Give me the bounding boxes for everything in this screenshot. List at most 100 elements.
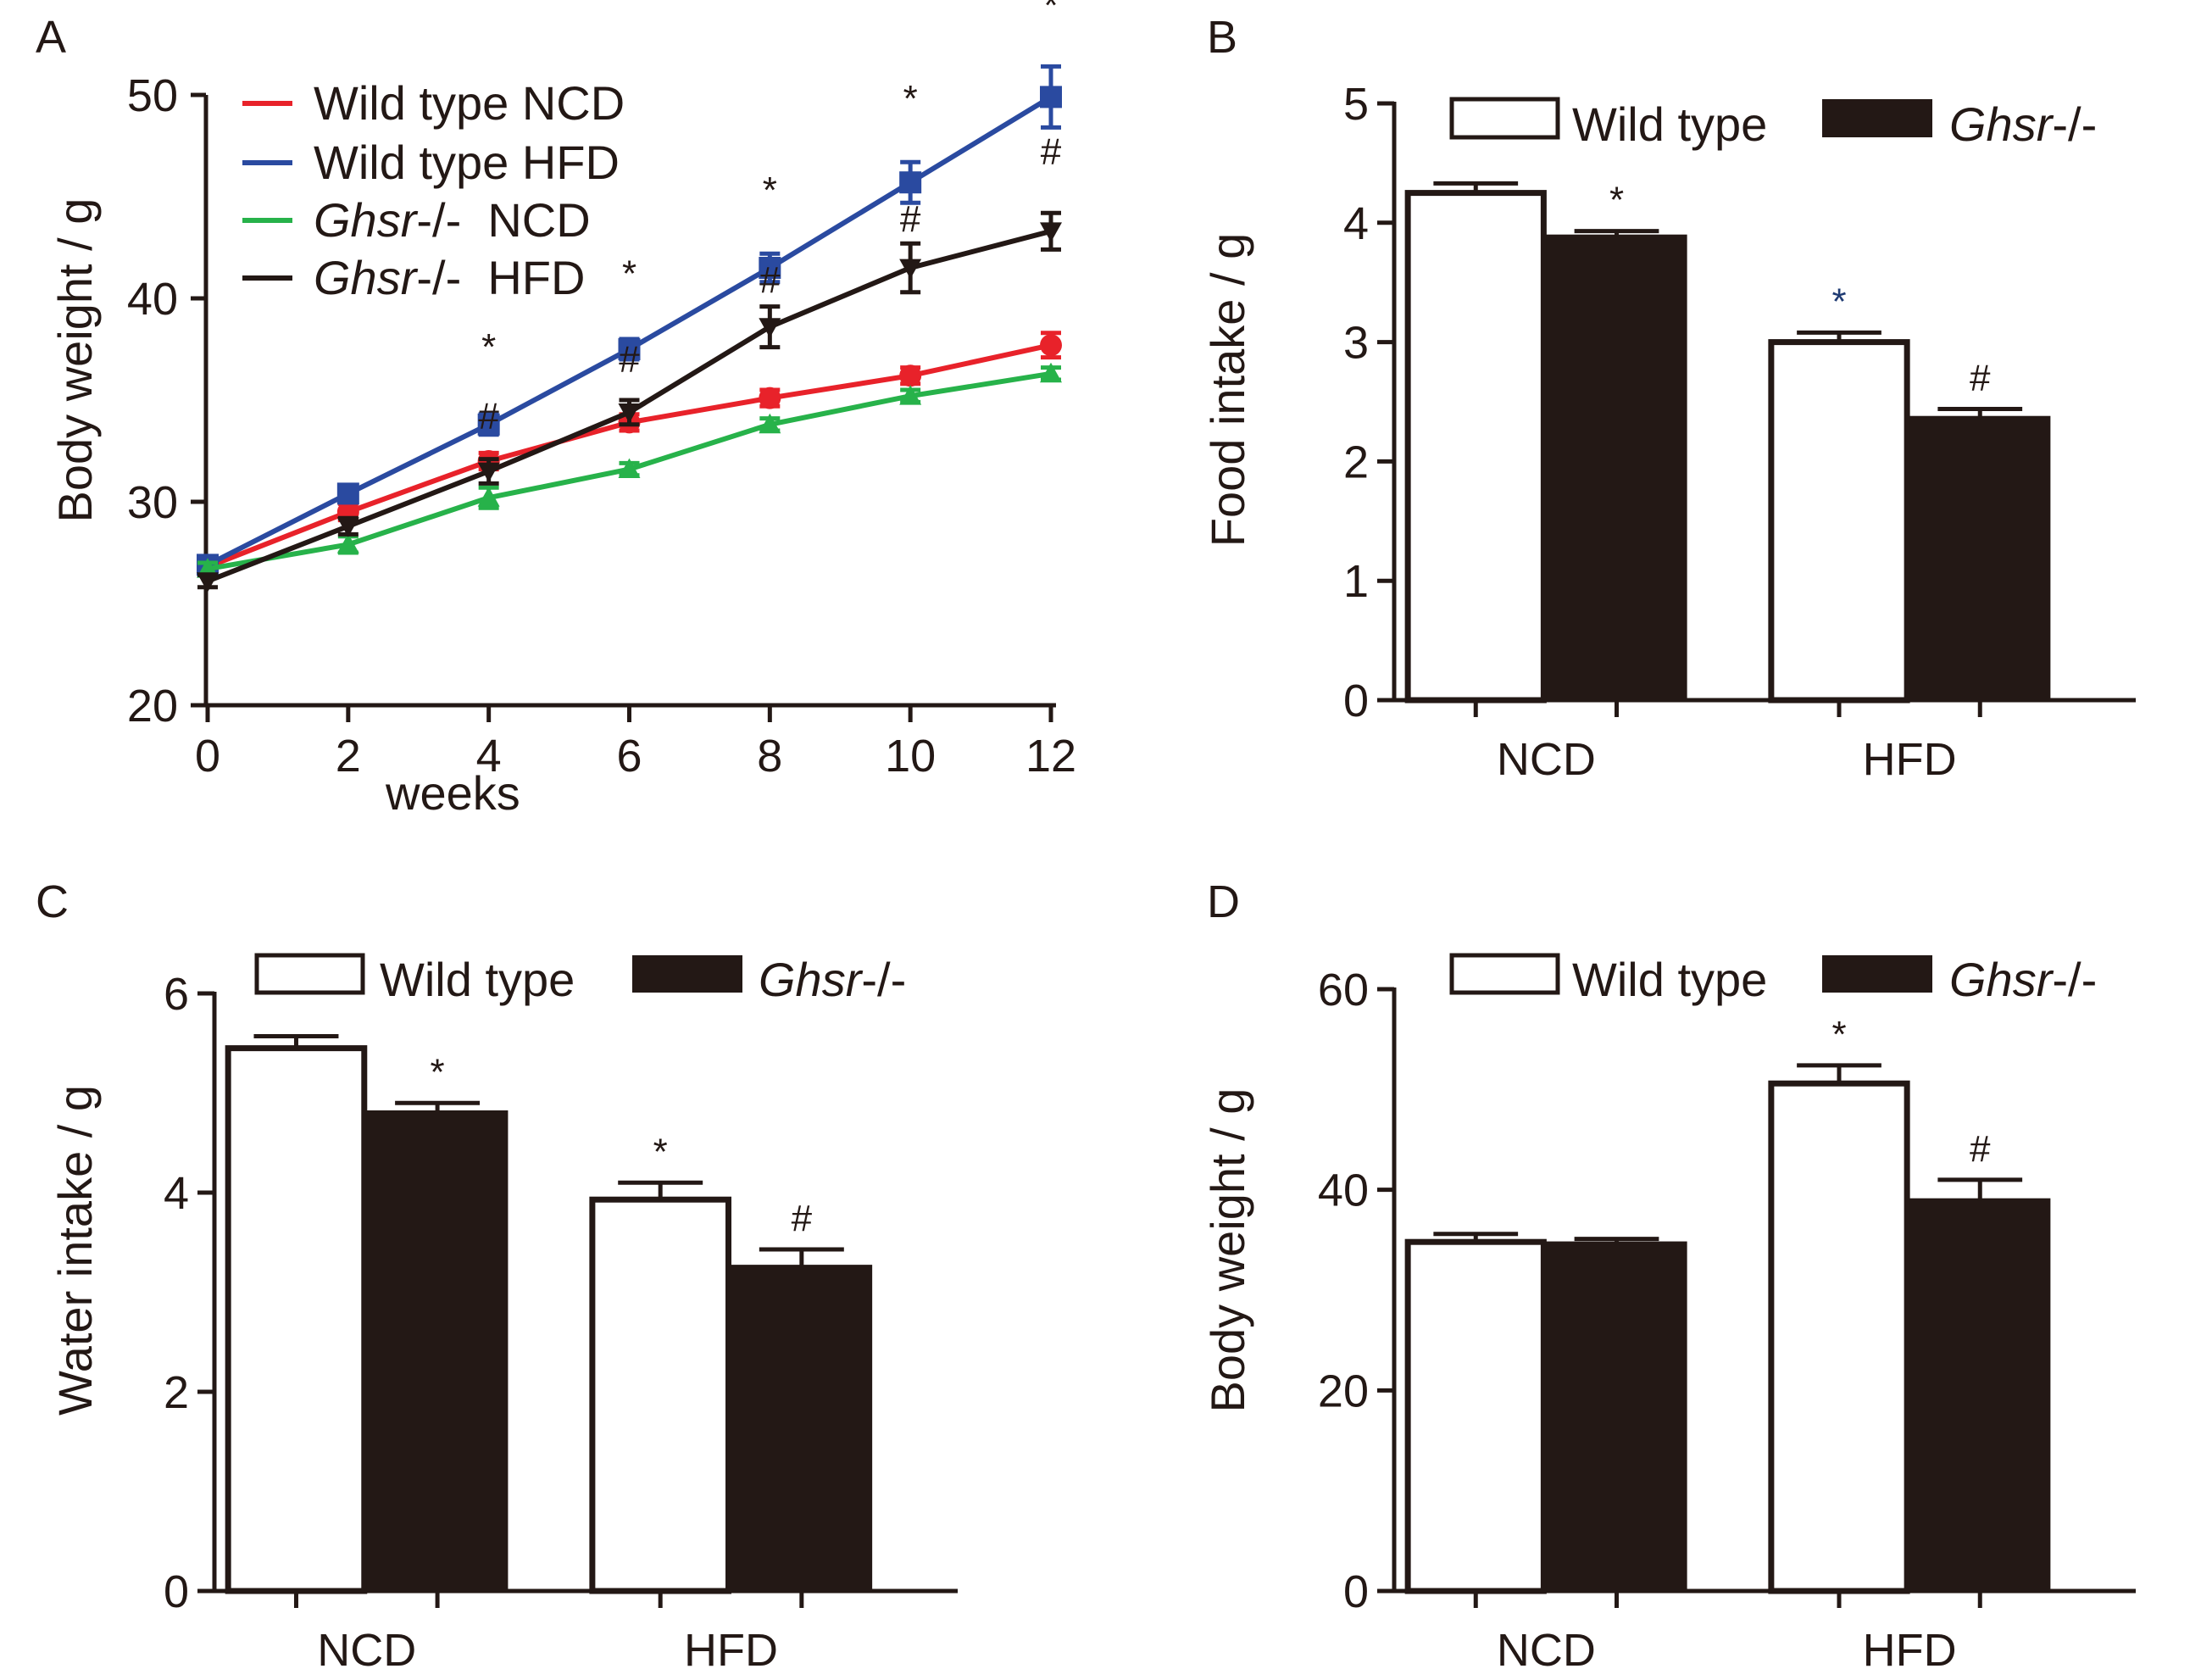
- x-tick-label: NCD: [1497, 1625, 1596, 1676]
- panel-letter: D: [1207, 876, 1240, 927]
- data-point: [1040, 362, 1062, 383]
- data-point: [759, 387, 781, 409]
- x-tick-label: 0: [195, 731, 220, 782]
- legend-swatch-ghsr: [1822, 99, 1932, 137]
- legend-label: Wild type: [380, 953, 575, 1006]
- legend-label: Wild type NCD: [314, 76, 625, 130]
- data-point: [618, 458, 641, 478]
- bar-ghsr: [366, 1110, 509, 1591]
- panel-c-bar-chart: C 0 2 4 6 NCD * HFD * # Water intake / g Wild ty…: [36, 876, 958, 1676]
- legend-label-italic: Ghsr: [759, 953, 864, 1006]
- data-point: [899, 385, 922, 405]
- x-tick-label: 4: [476, 731, 502, 782]
- significance-mark: *: [1043, 0, 1058, 26]
- data-point: [336, 517, 359, 537]
- legend-label: Wild type: [1572, 953, 1767, 1006]
- bar-wild-type: [1768, 339, 1910, 704]
- legend-label: Wild type HFD: [314, 136, 620, 189]
- legend-label-italic: Ghsr: [1949, 97, 2054, 151]
- significance-mark: *: [1609, 180, 1624, 221]
- data-point: [899, 364, 922, 387]
- y-tick-label: 20: [1318, 1366, 1369, 1416]
- y-tick-label: 2: [164, 1367, 189, 1418]
- y-axis-title: Water intake / g: [48, 1085, 102, 1416]
- legend-label: Ghsr-/-: [1949, 953, 2097, 1006]
- panel-d-bar-chart: D 0 20 40 60 NCD HFD * # Body weight / g Wild t…: [1201, 876, 2136, 1676]
- significance-mark: #: [792, 1198, 813, 1239]
- bar-ghsr: [1546, 234, 1687, 700]
- y-tick-label: 4: [1343, 198, 1369, 249]
- y-tick-label: 4: [164, 1168, 189, 1219]
- y-tick-label: 1: [1343, 556, 1369, 607]
- legend: Wild type Ghsr-/-: [1449, 97, 2097, 151]
- significance-mark: *: [622, 253, 636, 295]
- x-tick-label: NCD: [1497, 734, 1596, 785]
- plot-area: 0 2 4 6 NCD * HFD * #: [164, 969, 958, 1676]
- significance-mark: *: [481, 326, 496, 368]
- significance-mark: #: [1970, 1128, 1991, 1170]
- data-point: [899, 259, 922, 279]
- significance-mark: *: [1831, 1014, 1846, 1055]
- significance-mark: *: [653, 1131, 668, 1172]
- data-point: [336, 482, 359, 505]
- panel-letter: A: [36, 12, 66, 63]
- data-point: [899, 171, 922, 194]
- y-tick-label: 60: [1318, 965, 1369, 1015]
- data-point: [477, 462, 500, 482]
- significance-mark: *: [763, 170, 777, 211]
- x-tick-label: 6: [616, 731, 642, 782]
- significance-mark: #: [1970, 357, 1991, 398]
- panel-b-bar-chart: B 0 1 2 3 4 5 NCD * HFD * # Food intake / g Wild t…: [1201, 12, 2136, 785]
- x-tick-label: NCD: [317, 1625, 416, 1676]
- data-point: [197, 572, 219, 592]
- data-point: [759, 257, 781, 279]
- legend-label: Wild type: [1572, 97, 1767, 151]
- y-ticks: 20 30 40 50: [127, 70, 206, 732]
- legend-swatch-wild-type: [1449, 97, 1560, 140]
- significance-mark: #: [1041, 131, 1062, 173]
- data-point: [1040, 86, 1062, 108]
- data-point: [618, 403, 641, 424]
- plot-area: 0 20 40 60 NCD HFD * #: [1318, 965, 2136, 1676]
- bar-wild-type: [1404, 1238, 1547, 1594]
- data-point: [336, 533, 359, 554]
- x-axis-title: weeks: [385, 766, 520, 820]
- series-wild-type-hfd: [197, 64, 1062, 576]
- legend-label-italic: Ghsr: [314, 251, 419, 304]
- legend-label: Ghsr-/-: [759, 953, 906, 1006]
- significance-mark: *: [903, 78, 918, 120]
- x-tick-label: HFD: [1863, 1625, 1957, 1676]
- series-ghsr-hfd: [197, 210, 1062, 592]
- legend: Wild type NCD Wild type HFD Ghsr-/- NCD …: [242, 76, 625, 304]
- data-point: [618, 338, 641, 360]
- bar-wild-type: [1768, 1080, 1910, 1594]
- x-tick-label: HFD: [1863, 734, 1957, 785]
- y-tick-label: 20: [127, 681, 178, 732]
- significance-mark: *: [431, 1051, 445, 1093]
- legend-swatch-wild-type: [254, 953, 365, 995]
- x-tick-label: 2: [336, 731, 361, 782]
- legend-item: Wild type NCD: [242, 76, 625, 130]
- y-tick-label: 30: [127, 477, 178, 528]
- legend: Wild type Ghsr-/-: [1449, 953, 2097, 1006]
- legend-item: Wild type HFD: [242, 136, 620, 189]
- bar-wild-type: [225, 1045, 368, 1594]
- legend-label: Ghsr-/-: [1949, 97, 2097, 151]
- y-tick-label: 3: [1343, 318, 1369, 369]
- legend: Wild type Ghsr-/-: [254, 953, 906, 1006]
- y-tick-label: 50: [127, 70, 178, 121]
- y-tick-label: 40: [127, 274, 178, 325]
- significance-mark: #: [900, 198, 921, 240]
- series-ghsr-ncd: [197, 362, 1062, 578]
- x-tick-label: 8: [757, 731, 782, 782]
- legend-swatch-wild-type: [1449, 953, 1560, 995]
- legend-label-rest: -/- HFD: [416, 251, 585, 304]
- bar-ghsr: [731, 1265, 873, 1591]
- legend-label-italic: Ghsr: [1949, 953, 2054, 1006]
- y-tick-label: 5: [1343, 79, 1369, 130]
- legend-label-rest: -/-: [2052, 97, 2097, 151]
- significance-marks: * * * * * # # # # #: [478, 0, 1061, 437]
- significance-mark: #: [619, 338, 640, 380]
- legend-item: Ghsr-/- NCD: [242, 193, 591, 247]
